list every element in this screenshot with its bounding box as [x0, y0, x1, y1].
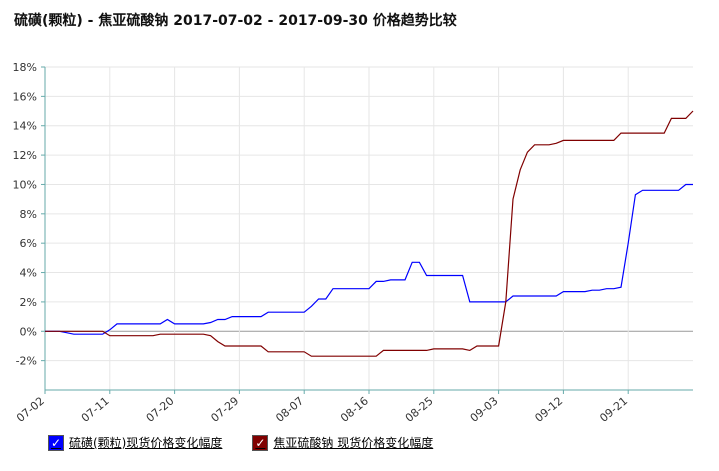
- chart: -2% 0% 2% 4% 6% 8% 10% 12% 14% 16% 18% 07-02 07-11 07…: [13, 61, 694, 425]
- y-tick-label: 10%: [13, 178, 37, 191]
- legend-checkbox[interactable]: ✓: [48, 434, 64, 451]
- y-tick-label: 14%: [13, 120, 37, 133]
- y-tick-label: 0%: [20, 325, 37, 338]
- y-tick-label: 18%: [13, 61, 37, 74]
- y-tick-label: 6%: [20, 237, 37, 250]
- x-tick-label: 08-25: [403, 394, 436, 425]
- legend-item[interactable]: ✓ 焦亚硫酸钠 现货价格变化幅度: [252, 434, 433, 451]
- x-tick-label: 08-07: [273, 394, 306, 425]
- legend-checkbox[interactable]: ✓: [252, 434, 269, 451]
- chart-title: 硫磺(颗粒) - 焦亚硫酸钠 2017-07-02 - 2017-09-30 价…: [14, 13, 457, 29]
- x-tick-label: 09-12: [532, 394, 565, 425]
- y-tick-label: 8%: [20, 208, 37, 221]
- x-tick-label: 09-21: [597, 394, 630, 425]
- x-tick-label: 07-11: [79, 394, 112, 425]
- x-tick-label: 08-16: [338, 394, 371, 425]
- legend: ✓ 硫磺(颗粒)现货价格变化幅度 ✓ 焦亚硫酸钠 现货价格变化幅度: [48, 434, 433, 451]
- x-tick-label: 07-02: [14, 394, 47, 425]
- legend-item[interactable]: ✓ 硫磺(颗粒)现货价格变化幅度: [48, 434, 222, 451]
- x-tick-label: 07-20: [144, 394, 177, 425]
- y-tick-label: 12%: [13, 149, 37, 162]
- legend-label: 焦亚硫酸钠 现货价格变化幅度: [273, 436, 434, 450]
- y-tick-label: 4%: [20, 267, 37, 280]
- legend-label: 硫磺(颗粒)现货价格变化幅度: [69, 436, 223, 450]
- x-tick-label: 07-29: [208, 394, 241, 425]
- y-tick-label: -2%: [16, 355, 37, 368]
- series-line: [45, 183, 693, 335]
- x-tick-label: 09-03: [468, 394, 501, 425]
- y-tick-label: 2%: [20, 296, 37, 309]
- series-line: [45, 110, 694, 357]
- y-tick-label: 16%: [13, 90, 37, 103]
